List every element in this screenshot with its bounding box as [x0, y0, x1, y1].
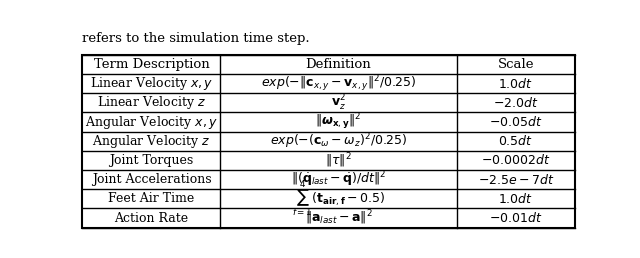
Text: Angular Velocity $z$: Angular Velocity $z$ — [92, 133, 211, 150]
Text: $\sum_{f=1}^{4}(\mathbf{t}_{\mathbf{air},\mathbf{f}} - 0.5)$: $\sum_{f=1}^{4}(\mathbf{t}_{\mathbf{air}… — [292, 179, 385, 219]
Text: $\|(\dot{\mathbf{q}}_{last} - \dot{\mathbf{q}})/dt\|^2$: $\|(\dot{\mathbf{q}}_{last} - \dot{\math… — [291, 170, 387, 189]
Text: $1.0dt$: $1.0dt$ — [499, 192, 534, 206]
Bar — [83, 55, 575, 228]
Text: Feet Air Time: Feet Air Time — [108, 192, 195, 205]
Text: $0.5dt$: $0.5dt$ — [499, 134, 534, 148]
Text: Definition: Definition — [306, 58, 371, 71]
Text: $-2.0dt$: $-2.0dt$ — [493, 96, 539, 110]
Text: $exp(-(\mathbf{c}_{\omega} - \omega_z)^2/0.25)$: $exp(-(\mathbf{c}_{\omega} - \omega_z)^2… — [270, 131, 407, 151]
Text: Scale: Scale — [498, 58, 534, 71]
Text: Joint Torques: Joint Torques — [109, 154, 193, 167]
Text: $\|\mathbf{a}_{last} - \mathbf{a}\|^2$: $\|\mathbf{a}_{last} - \mathbf{a}\|^2$ — [305, 209, 372, 227]
Text: $-0.05dt$: $-0.05dt$ — [489, 115, 543, 129]
Text: Joint Accelerations: Joint Accelerations — [92, 173, 211, 186]
Text: $\|\boldsymbol{\omega}_{\mathbf{x},\mathbf{y}}\|^2$: $\|\boldsymbol{\omega}_{\mathbf{x},\math… — [316, 112, 362, 132]
Text: $1.0dt$: $1.0dt$ — [499, 77, 534, 91]
Text: Angular Velocity $x, y$: Angular Velocity $x, y$ — [85, 114, 218, 131]
Text: Action Rate: Action Rate — [115, 212, 189, 224]
Text: Linear Velocity $z$: Linear Velocity $z$ — [97, 94, 206, 111]
Text: $\|\tau\|^2$: $\|\tau\|^2$ — [325, 151, 352, 170]
Text: Term Description: Term Description — [93, 58, 209, 71]
Text: $-0.0002dt$: $-0.0002dt$ — [481, 154, 550, 167]
Text: $\mathbf{v}_z^2$: $\mathbf{v}_z^2$ — [331, 93, 346, 113]
Text: Linear Velocity $x, y$: Linear Velocity $x, y$ — [90, 75, 213, 92]
Text: $-0.01dt$: $-0.01dt$ — [489, 211, 543, 225]
Text: $-2.5e-7dt$: $-2.5e-7dt$ — [477, 173, 554, 187]
Text: $exp(-\|\mathbf{c}_{x,y} - \mathbf{v}_{x,y}\|^2/0.25)$: $exp(-\|\mathbf{c}_{x,y} - \mathbf{v}_{x… — [260, 73, 417, 94]
Text: refers to the simulation time step.: refers to the simulation time step. — [83, 32, 310, 45]
